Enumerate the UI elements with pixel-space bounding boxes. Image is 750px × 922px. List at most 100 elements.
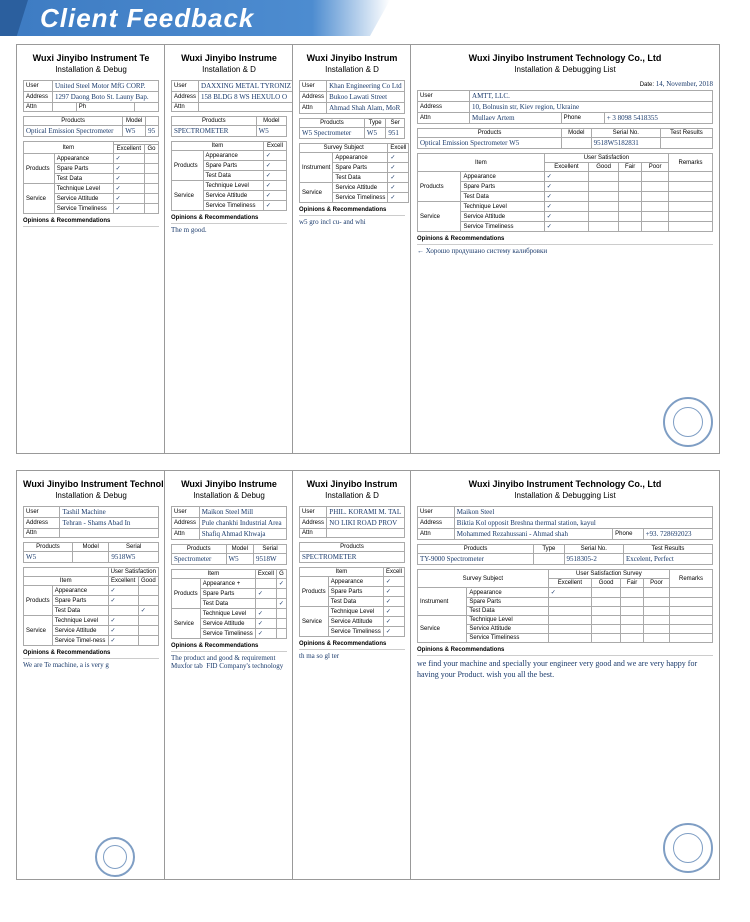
lbl-opinions: Opinions & Recommendations	[417, 647, 713, 653]
val-product: Optical Emission Spectrometer	[24, 126, 123, 137]
val-user: Khan Engineering Co Ltd	[327, 81, 405, 92]
row-td: Test Data	[467, 607, 548, 616]
c	[592, 634, 621, 643]
val-type: W5	[364, 128, 386, 139]
lbl-opinions: Opinions & Recommendations	[23, 218, 159, 224]
cat-products: Products	[172, 151, 204, 181]
c	[592, 598, 621, 607]
row-att: Service Attitude	[328, 617, 383, 627]
c	[145, 174, 159, 184]
lbl-date: Date:	[640, 82, 654, 88]
val-product: Optical Emission Spectrometer W5	[418, 138, 562, 149]
val-model: W5	[256, 126, 286, 137]
c	[255, 599, 276, 609]
lbl-user: User	[300, 507, 327, 518]
feedback-form-7: Wuxi Jinyibo Instrum Installation & D Us…	[292, 470, 412, 880]
ck: ✓	[388, 153, 409, 163]
form-subtitle: Installation & D	[299, 491, 405, 500]
th-model: Model	[72, 543, 108, 552]
lbl-attn: Attn	[418, 113, 470, 124]
ck: ✓	[113, 164, 144, 174]
row-app: Appearance	[328, 577, 383, 587]
val-product: W5	[24, 552, 73, 563]
val-type	[534, 554, 564, 565]
val-model: W5	[226, 554, 253, 565]
opinion-text: The m good.	[171, 223, 287, 263]
th-ser: Ser	[386, 119, 405, 128]
ck: ✓	[383, 607, 404, 617]
stamp-icon	[663, 397, 713, 447]
lbl-address: Address	[172, 518, 200, 529]
val-product: SPECTROMETER	[172, 126, 257, 137]
header-banner: Client Feedback	[0, 0, 750, 36]
row-app: Appearance	[203, 151, 263, 161]
th-s	[146, 117, 159, 126]
c	[589, 212, 619, 222]
c	[592, 616, 621, 625]
ck: ✓	[544, 182, 588, 192]
cat-service: Service	[24, 616, 53, 646]
val-model	[72, 552, 108, 563]
lbl-user: User	[300, 81, 327, 92]
val-address: Biktia Kol opposit Breshna thermal stati…	[454, 518, 712, 529]
th-products: Products	[24, 117, 123, 126]
c	[108, 606, 138, 616]
header-table: UserTashil Machine AddressTehran - Shams…	[23, 506, 159, 538]
ck: ✓	[255, 609, 276, 619]
ck: ✓	[544, 222, 588, 232]
lbl-attn: Attn	[24, 529, 60, 538]
val-attn	[327, 529, 405, 538]
opinion-text: we find your machine and specially your …	[417, 655, 713, 695]
row-att: Service Attitude	[467, 625, 548, 634]
opinion-box	[23, 226, 159, 266]
survey-table: ItemExcell ProductsAppearance✓ Spare Par…	[299, 567, 405, 637]
form-company: Wuxi Jinyibo Instrume	[171, 53, 287, 63]
th-products: Products	[418, 129, 562, 138]
th-item: Item	[300, 568, 384, 577]
c	[589, 182, 619, 192]
val-product: Spectrometer	[172, 554, 227, 565]
row-sp: Spare Parts	[52, 596, 108, 606]
feedback-row-2: Wuxi Jinyibo Instrument Technol Installa…	[0, 462, 750, 888]
c	[145, 194, 159, 204]
form-subtitle: Installation & D	[171, 65, 287, 74]
c	[643, 625, 669, 634]
c	[621, 598, 644, 607]
cat-products: Products	[24, 154, 55, 184]
c	[642, 222, 669, 232]
c	[670, 625, 713, 634]
lbl-phone: Phone	[561, 113, 604, 124]
c	[619, 192, 642, 202]
val-model	[562, 138, 592, 149]
row-sp: Spare Parts	[461, 182, 544, 192]
ck: ✓	[383, 597, 404, 607]
feedback-form-1: Wuxi Jinyibo Instrument Te Installation …	[16, 44, 166, 454]
ck: ✓	[255, 619, 276, 629]
c	[643, 598, 669, 607]
c	[643, 588, 669, 598]
row-td: Test Data	[54, 174, 113, 184]
row-sp: Spare Parts	[333, 163, 388, 173]
ck: ✓	[544, 212, 588, 222]
th-item	[24, 568, 109, 577]
val-address: 10, Bolnusin str, Kiev region, Ukraine	[470, 102, 713, 113]
ck: ✓	[276, 599, 286, 609]
row-tim: Service Timeliness	[203, 201, 263, 211]
th-item: Item	[172, 570, 256, 579]
c	[548, 625, 591, 634]
header-table: UserMaikon Steel AddressBiktia Kol oppos…	[417, 506, 713, 540]
th-item: Item	[24, 142, 114, 154]
th-products: Products	[418, 545, 534, 554]
lbl-user: User	[172, 507, 200, 518]
val-serial: 9518W	[254, 554, 287, 565]
th-survey: Survey Subject	[418, 570, 549, 588]
c	[621, 588, 644, 598]
c	[548, 634, 591, 643]
survey-table: ItemUser SatisfactionRemarks ExcellentGo…	[417, 153, 713, 232]
row-td: Test Data	[200, 599, 255, 609]
c	[669, 202, 713, 212]
ck: ✓	[388, 173, 409, 183]
c	[621, 634, 644, 643]
form-subtitle: Installation & Debug	[23, 65, 159, 74]
th-go: G	[276, 570, 286, 579]
